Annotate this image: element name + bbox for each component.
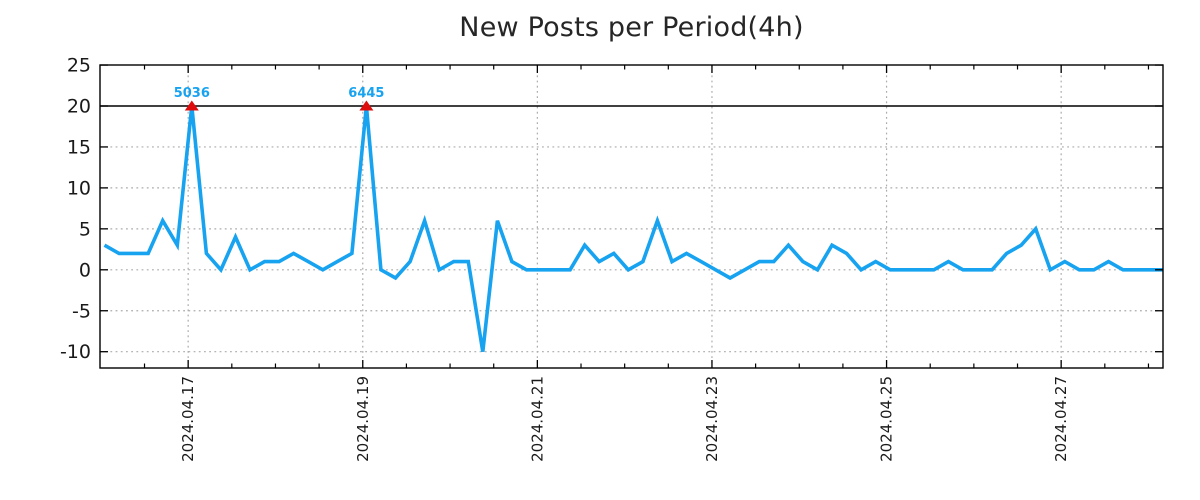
- chart-title: New Posts per Period(4h): [459, 12, 804, 43]
- y-axis-tick-label: -10: [60, 341, 91, 363]
- peak-annotation-label: 5036: [174, 86, 210, 101]
- peak-marker-triangle: [184, 100, 199, 111]
- y-axis-tick-label: -5: [72, 300, 91, 322]
- y-axis-tick-label: 10: [67, 177, 91, 199]
- y-axis-tick-label: 5: [79, 218, 91, 240]
- plot-frame: [99, 64, 1164, 369]
- x-axis-tick-label: 2024.04.19: [354, 376, 372, 462]
- peak-annotation-label: 6445: [348, 86, 384, 101]
- y-axis-tick-label: 0: [79, 259, 91, 281]
- y-axis-tick-label: 25: [67, 55, 91, 77]
- y-axis-tick-label: 20: [67, 96, 91, 118]
- peak-marker-triangle: [359, 100, 374, 111]
- y-axis-tick-label: 15: [67, 136, 91, 158]
- x-axis-tick-label: 2024.04.21: [528, 376, 546, 462]
- x-axis-tick-label: 2024.04.27: [1052, 376, 1070, 462]
- x-axis-tick-label: 2024.04.25: [878, 376, 896, 462]
- x-axis-tick-label: 2024.04.23: [703, 376, 721, 462]
- x-axis-tick-label: 2024.04.17: [179, 376, 197, 462]
- data-series-line: [103, 105, 1163, 352]
